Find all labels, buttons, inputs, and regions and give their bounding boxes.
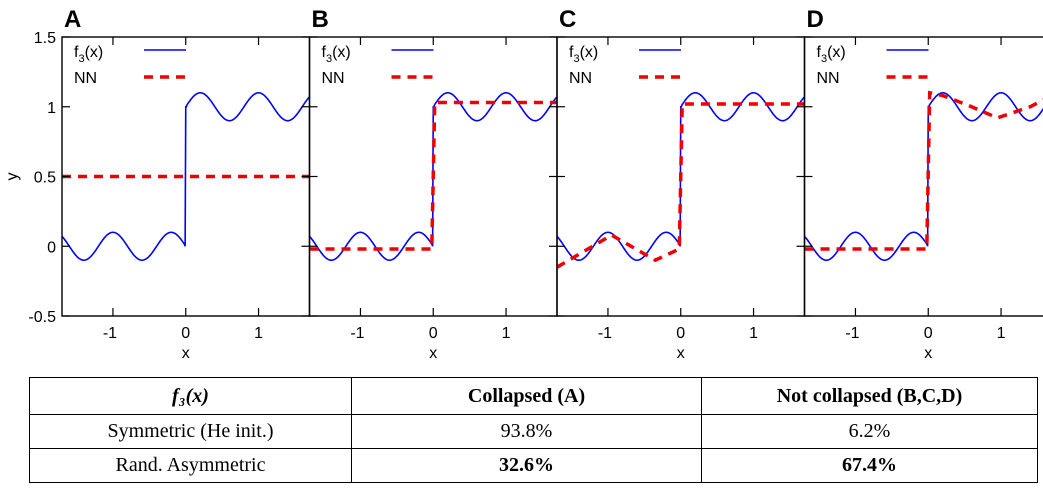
x-tick-label: -1 xyxy=(845,325,859,342)
legend-f3-label: f3(x) xyxy=(322,44,351,65)
legend-f-sub: 3 xyxy=(78,53,84,65)
y-tick-label: 0.5 xyxy=(34,170,56,187)
panel-b: -1 0 1 x Bf3(x) NN xyxy=(308,6,558,362)
f3-curve xyxy=(804,91,1043,262)
row-not-collapsed-value: 67.4% xyxy=(701,448,1038,483)
table-header-function: f₃(x) xyxy=(29,377,352,415)
y-tick-label: -0.5 xyxy=(28,309,56,326)
legend-f-suffix: (x) xyxy=(827,44,846,61)
legend-nn-label: NN xyxy=(569,70,592,87)
row-label: Rand. Asymmetric xyxy=(29,448,352,483)
legend-f3-label: f3(x) xyxy=(817,44,846,65)
x-tick-label: 0 xyxy=(924,325,933,342)
x-tick-label: -1 xyxy=(103,325,117,342)
legend-f3-label: f3(x) xyxy=(74,44,103,65)
table-header-collapsed: Collapsed (A) xyxy=(351,377,702,415)
table-header-not-collapsed: Not collapsed (B,C,D) xyxy=(701,377,1038,415)
y-tick-label: 0 xyxy=(47,239,56,256)
plot-frame xyxy=(803,36,1043,317)
legend: f3(x) NN xyxy=(74,44,186,87)
legend-f-suffix: (x) xyxy=(85,44,104,61)
legend-f-sub: 3 xyxy=(573,53,579,65)
x-axis-label: x xyxy=(677,345,685,362)
panel-letter-d: D xyxy=(807,6,824,33)
legend-f-sub: 3 xyxy=(821,53,827,65)
results-table: f₃(x) Collapsed (A) Not collapsed (B,C,D… xyxy=(29,377,1038,483)
legend-f-base: f xyxy=(817,44,822,61)
x-tick-label: 0 xyxy=(676,325,685,342)
panel-d: -1 0 1 x Df3(x) NN xyxy=(803,6,1043,362)
row-collapsed-value: 93.8% xyxy=(351,414,702,449)
x-tick-label: 1 xyxy=(997,325,1006,342)
x-tick-label: 1 xyxy=(254,325,263,342)
x-axis-label: x xyxy=(924,345,932,362)
f3-curve xyxy=(557,91,805,262)
y-tick-label: 1.5 xyxy=(34,30,56,47)
panel-c: -1 0 1 x Cf3(x) NN xyxy=(556,6,806,362)
legend-f-suffix: (x) xyxy=(332,44,351,61)
legend-nn-label: NN xyxy=(817,70,840,87)
table-row: Rand. Asymmetric 32.6% 67.4% xyxy=(29,448,1038,483)
legend: f3(x) NN xyxy=(817,44,929,87)
panel-letter-a: A xyxy=(64,6,81,33)
legend: f3(x) NN xyxy=(569,44,681,87)
panel-letter-c: C xyxy=(559,6,576,33)
x-tick-label: -1 xyxy=(598,325,612,342)
nn-curve xyxy=(557,102,805,269)
row-label: Symmetric (He init.) xyxy=(29,414,352,449)
legend-f-sub: 3 xyxy=(326,53,332,65)
x-tick-label: 1 xyxy=(749,325,758,342)
x-tick-label: 0 xyxy=(429,325,438,342)
legend: f3(x) NN xyxy=(322,44,434,87)
row-collapsed-value: 32.6% xyxy=(351,448,702,483)
legend-f-base: f xyxy=(74,44,79,61)
legend-f-base: f xyxy=(322,44,327,61)
y-tick-label: 1 xyxy=(47,100,56,117)
x-tick-label: 0 xyxy=(181,325,190,342)
legend-f-base: f xyxy=(569,44,574,61)
row-not-collapsed-value: 6.2% xyxy=(701,414,1038,449)
nn-curve xyxy=(804,90,1043,251)
x-tick-label: -1 xyxy=(350,325,364,342)
legend-f3-label: f3(x) xyxy=(569,44,598,65)
legend-nn-label: NN xyxy=(74,70,97,87)
x-axis-label: x xyxy=(429,345,437,362)
f3-curve xyxy=(62,91,310,262)
table-row: Symmetric (He init.) 93.8% 6.2% xyxy=(29,414,1038,449)
legend-nn-label: NN xyxy=(322,70,345,87)
x-tick-label: 1 xyxy=(502,325,511,342)
y-axis-label: y xyxy=(4,173,21,181)
panel-a: -1 0 1 x -0.5 0 0.5 1 1.5 y Af3(x) NN xyxy=(4,6,311,362)
legend-f-suffix: (x) xyxy=(580,44,599,61)
x-axis-label: x xyxy=(182,345,190,362)
nn-curve xyxy=(309,100,557,251)
panel-letter-b: B xyxy=(312,6,329,33)
table-header-row: f₃(x) Collapsed (A) Not collapsed (B,C,D… xyxy=(29,377,1038,415)
